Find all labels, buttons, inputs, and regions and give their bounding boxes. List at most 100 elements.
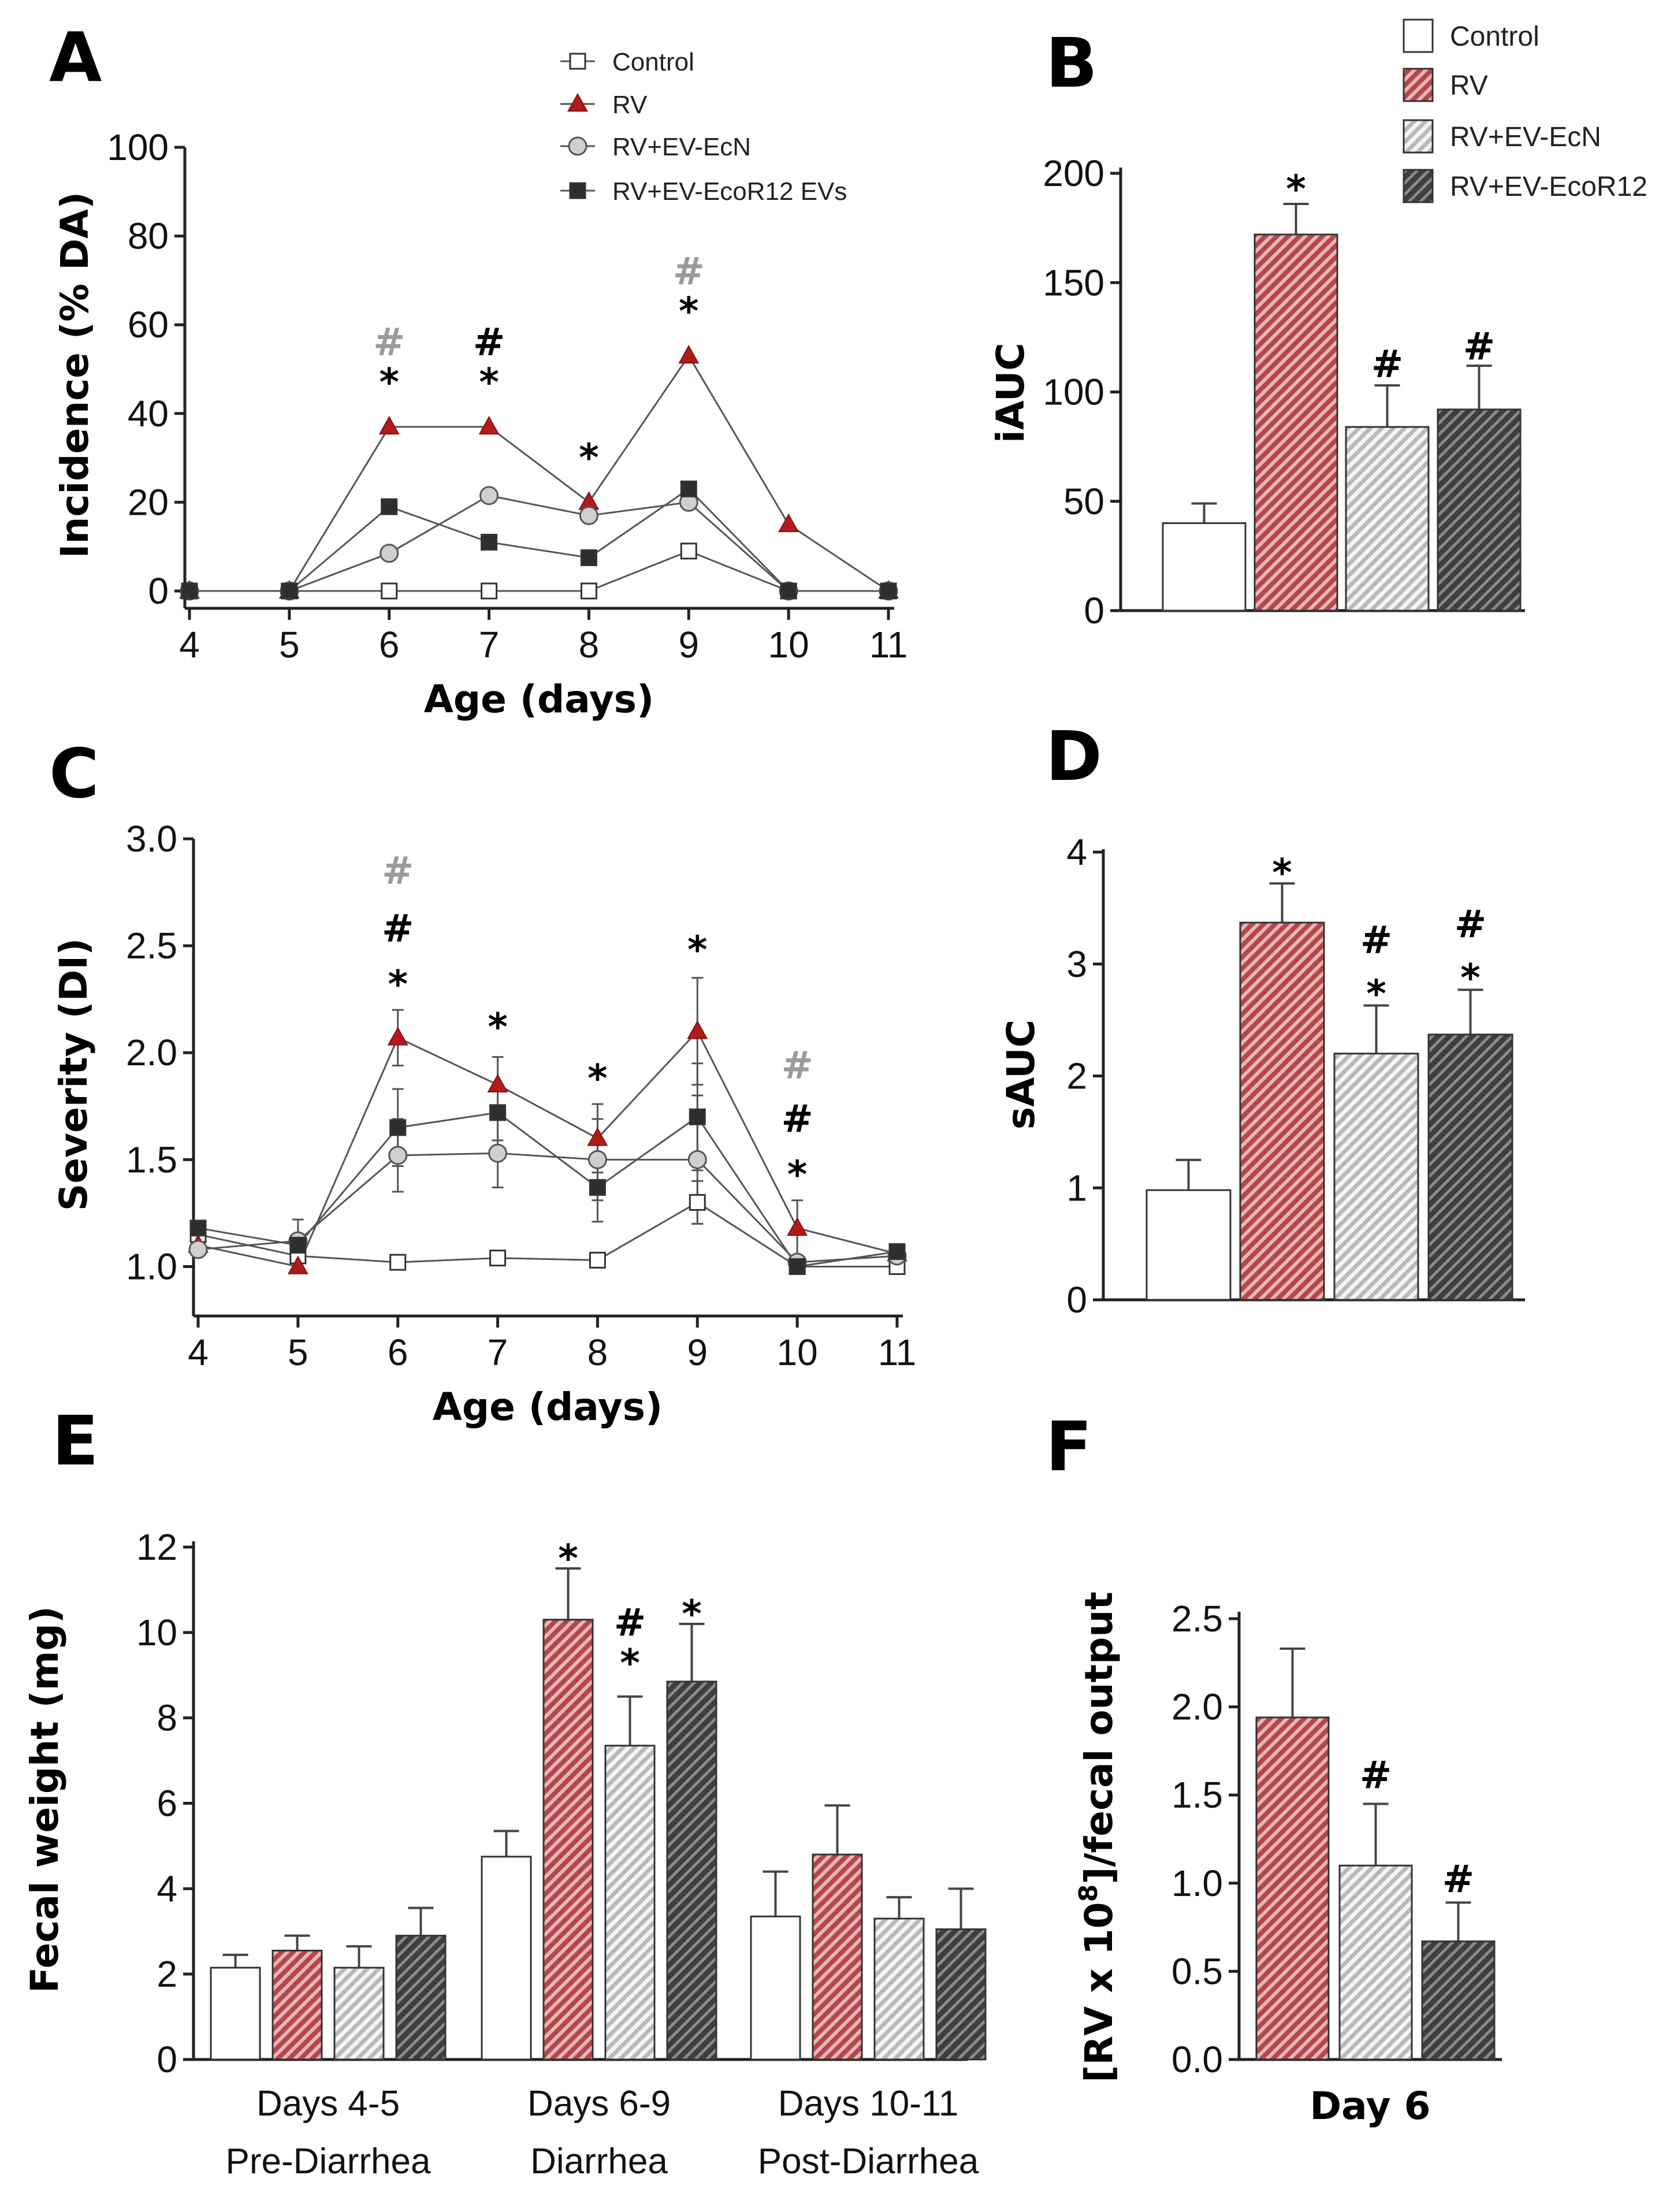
significance-mark: * [379,360,399,404]
panel-letter-d: D [1046,716,1102,796]
y-axis-title-superscript: 8 [1074,1884,1103,1902]
legend-marker-rv [567,93,588,112]
y-tick-label: 1.0 [1171,1862,1223,1904]
legend-marker-control [569,53,586,70]
data-point-rv [587,1127,608,1146]
data-point-rv-ev-ecn [479,486,499,505]
significance-mark: * [1286,167,1306,211]
x-tick-label: 10 [777,1332,818,1373]
bar-rv-ev-ecor12 [395,1935,447,2061]
significance-mark: * [620,1641,640,1685]
panel-letter-f: F [1046,1407,1092,1486]
y-tick-label: 1.5 [126,1139,177,1180]
y-tick-label: 2.0 [126,1032,177,1073]
panel-d-sauc-chart: 0 1 2 3 4 sAUC * * # * # [999,831,1525,1321]
data-point-rv-ev-ecor12-evs [880,582,897,600]
bar-rv [1255,1716,1330,2061]
y-tick-label: 0 [1066,1279,1087,1321]
data-point-rv-ev-ecor12-evs [381,498,398,515]
significance-mark: * [1272,851,1292,895]
y-tick-label: 80 [128,215,169,257]
series-line-rv-ev-ecn [189,495,888,592]
y-tick-label: 2.0 [1171,1686,1223,1728]
bar-rv [1254,233,1338,612]
panel-letter-a: A [49,17,102,97]
significance-mark: # [1360,918,1392,962]
bar-rv-ev-ecor12 [935,1928,987,2061]
significance-mark: * [388,962,408,1006]
panel-c-severity-chart: 1.0 1.5 2.0 2.5 3.0 4 5 6 7 8 9 10 11 Age (days) Sever… [51,818,916,1429]
data-point-rv [378,415,400,435]
y-tick-label: 4 [157,1868,177,1909]
y-tick-label: 2.5 [126,925,177,966]
bar-control [1145,1189,1232,1301]
group-label: Days 6-9 [527,2084,671,2124]
bar-rv-ev-ecor12 [666,1681,717,2061]
x-axis-title: Day 6 [1310,2084,1430,2128]
y-tick-label: 4 [1066,831,1087,873]
y-tick-label: 3 [1066,943,1087,985]
bar-rv-ev-ecor12 [1427,1033,1513,1301]
bar-rv-ev-ecn [1333,1053,1419,1301]
x-tick-label: 8 [587,1332,608,1373]
legend-label: RV+EV-EcoR12 [1450,172,1647,202]
bar-rv [1239,921,1325,1301]
x-tick-label: 6 [379,624,400,666]
series-line-control [198,1201,897,1267]
panel-e-fecal-weight-chart: 0 2 4 6 8 10 12 Fecal weight (mg) Days 4-5 Pre-Di… [23,1526,987,2181]
data-point-rv-ev-ecor12-evs [589,1179,606,1196]
y-tick-label: 20 [128,481,169,523]
y-axis-title-part: [RV x 10 [1077,1902,1121,2082]
y-tick-label: 3.0 [126,818,177,860]
data-point-control [580,582,597,600]
significance-mark: # [1442,1857,1474,1901]
data-point-control [689,1194,706,1211]
data-point-rv-ev-ecor12-evs [489,1104,507,1121]
bar-rv-ev-ecn [1338,1864,1413,2061]
data-point-rv-ev-ecn [587,1150,607,1169]
y-tick-label: 0 [148,570,169,612]
y-axis-title: sAUC [999,1020,1043,1129]
data-point-rv-ev-ecn [488,1143,508,1163]
data-point-rv-ev-ecor12-evs [580,549,597,566]
data-point-rv [787,1217,808,1236]
legend-label: RV+EV-EcN [612,133,751,161]
x-axis-title: Age (days) [424,677,654,722]
data-point-rv [678,344,700,364]
y-axis-title: Incidence (% DA) [53,192,97,558]
bar-rv [812,1853,863,2061]
y-tick-label: 0 [157,2039,177,2080]
y-tick-label: 8 [157,1697,177,1739]
y-tick-label: 1.5 [1171,1774,1223,1816]
y-axis-title: iAUC [988,343,1033,443]
legend-label: RV [612,91,648,119]
data-point-rv-ev-ecor12-evs [289,1236,307,1254]
data-point-rv-ev-ecor12-evs [680,480,697,497]
bar-control [210,1966,261,2061]
data-point-rv-ev-ecor12-evs [888,1243,906,1261]
x-tick-label: 11 [869,624,907,666]
data-point-rv-ev-ecor12-evs [389,1119,407,1136]
x-tick-label: 4 [188,1332,209,1373]
significance-mark: * [682,1592,702,1636]
x-tick-label: 9 [687,1332,708,1373]
significance-mark: * [1366,972,1386,1016]
y-tick-label: 2 [157,1953,177,1995]
y-tick-label: 0 [1084,590,1104,631]
significance-mark: * [558,1536,578,1581]
series-line-control [189,550,888,592]
data-point-rv-ev-ecn [687,1150,707,1169]
data-point-rv-ev-ecor12-evs [788,1258,806,1275]
y-tick-label: 60 [128,304,169,345]
group-sublabel: Diarrhea [530,2142,668,2181]
significance-mark: # [1463,325,1495,369]
data-point-rv-ev-ecn [188,1240,208,1259]
x-axis-title: Age (days) [433,1385,663,1429]
data-point-rv-ev-ecn [380,544,399,563]
data-point-rv-ev-ecn [388,1146,408,1165]
data-point-rv-ev-ecn [579,505,598,525]
data-point-rv [487,1073,508,1093]
group-label: Days 10-11 [778,2084,958,2124]
y-tick-label: 2 [1066,1055,1087,1097]
y-axis-title: Fecal weight (mg) [23,1606,67,1993]
